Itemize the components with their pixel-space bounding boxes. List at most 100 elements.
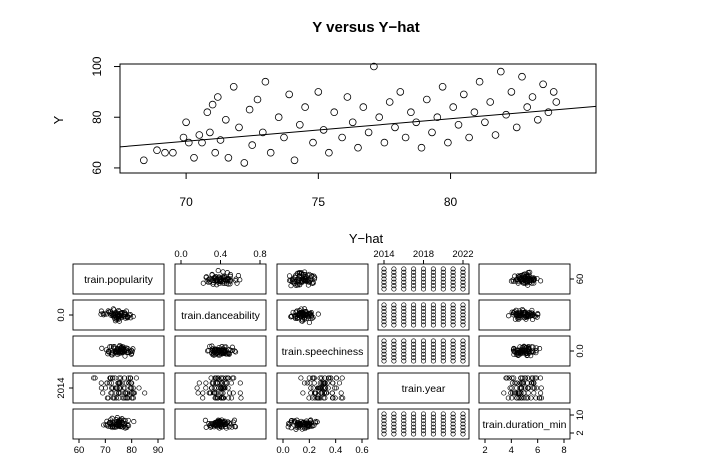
data-point bbox=[516, 390, 522, 396]
data-point bbox=[295, 121, 304, 129]
data-point bbox=[509, 380, 515, 386]
data-point bbox=[515, 312, 521, 319]
data-point bbox=[161, 148, 169, 157]
data-point bbox=[519, 349, 525, 355]
data-point bbox=[122, 315, 129, 321]
data-point bbox=[525, 390, 531, 396]
data-point bbox=[529, 375, 535, 381]
data-point bbox=[280, 133, 288, 142]
data-point bbox=[411, 414, 417, 420]
data-point bbox=[381, 411, 387, 417]
axis-tick-label: 0.0 bbox=[575, 344, 586, 357]
data-point bbox=[411, 309, 417, 315]
data-point bbox=[319, 375, 325, 381]
data-point bbox=[226, 424, 232, 430]
data-point bbox=[525, 395, 531, 401]
data-point bbox=[317, 380, 323, 386]
axis-tick-label: 6 bbox=[535, 445, 540, 456]
data-point bbox=[224, 380, 230, 386]
data-point bbox=[517, 312, 523, 318]
data-point bbox=[122, 385, 128, 391]
data-point bbox=[99, 345, 105, 351]
data-point bbox=[131, 419, 137, 425]
data-point bbox=[515, 351, 521, 357]
panel-frame bbox=[174, 335, 267, 367]
data-point bbox=[524, 352, 530, 358]
data-point bbox=[381, 269, 387, 275]
data-point bbox=[210, 421, 216, 427]
data-point bbox=[430, 345, 436, 351]
data-point bbox=[228, 395, 235, 401]
data-point bbox=[381, 431, 387, 437]
data-point bbox=[430, 418, 436, 424]
data-point bbox=[538, 278, 544, 284]
data-point bbox=[298, 270, 304, 276]
data-point bbox=[420, 279, 427, 285]
data-point bbox=[411, 411, 417, 417]
data-point bbox=[206, 128, 214, 137]
data-point bbox=[450, 312, 456, 318]
data-point bbox=[534, 275, 540, 282]
axis-tick-label: 2 bbox=[482, 445, 487, 456]
data-point bbox=[524, 271, 530, 277]
data-point bbox=[325, 385, 331, 391]
data-point bbox=[411, 302, 417, 308]
data-point bbox=[115, 380, 121, 386]
data-point bbox=[218, 395, 224, 401]
data-point bbox=[116, 312, 122, 318]
data-point bbox=[460, 305, 466, 311]
data-point bbox=[401, 428, 407, 434]
data-point bbox=[420, 319, 427, 325]
data-point bbox=[296, 270, 302, 276]
data-point bbox=[420, 322, 427, 328]
data-point bbox=[391, 411, 397, 417]
data-point bbox=[538, 385, 544, 391]
data-point bbox=[391, 322, 397, 328]
pairs-matrix-plot: train.popularity train.danceability train.… bbox=[56, 249, 586, 456]
data-point bbox=[460, 424, 466, 430]
axis-tick-label: 0.6 bbox=[355, 445, 368, 456]
data-point bbox=[401, 312, 407, 318]
data-point bbox=[526, 346, 532, 352]
data-point bbox=[121, 395, 127, 401]
data-point bbox=[450, 421, 456, 427]
data-point bbox=[208, 100, 217, 109]
data-point bbox=[430, 276, 436, 282]
data-point bbox=[169, 148, 177, 157]
data-point bbox=[209, 271, 215, 277]
data-point bbox=[527, 279, 533, 285]
data-point bbox=[391, 266, 397, 272]
data-point bbox=[330, 108, 339, 116]
data-point bbox=[381, 418, 387, 424]
data-point bbox=[117, 346, 123, 352]
data-point bbox=[330, 380, 336, 386]
data-point bbox=[261, 77, 270, 86]
data-point bbox=[537, 375, 544, 381]
variable-label: train.year bbox=[402, 383, 446, 395]
data-point bbox=[215, 268, 221, 274]
data-point bbox=[450, 358, 456, 364]
data-point bbox=[525, 345, 532, 352]
data-point bbox=[430, 414, 436, 420]
data-point bbox=[223, 277, 229, 283]
axis-tick-label: 0.4 bbox=[329, 445, 342, 456]
data-point bbox=[124, 315, 131, 321]
data-point bbox=[293, 426, 299, 432]
data-point bbox=[450, 269, 456, 275]
axis-tick-label: 4 bbox=[509, 445, 514, 456]
data-point bbox=[460, 411, 466, 417]
data-point bbox=[200, 280, 206, 286]
data-point bbox=[221, 349, 227, 355]
data-point bbox=[391, 418, 397, 424]
data-point bbox=[391, 338, 397, 344]
data-point bbox=[438, 83, 447, 91]
data-point bbox=[106, 349, 112, 355]
data-point bbox=[511, 348, 517, 354]
data-point bbox=[315, 395, 321, 401]
scatter-panel bbox=[276, 408, 369, 440]
diagonal-cell: train.danceability bbox=[174, 299, 267, 331]
data-point bbox=[460, 309, 466, 315]
data-point bbox=[288, 419, 294, 425]
data-point bbox=[430, 286, 436, 292]
data-point bbox=[285, 90, 294, 99]
